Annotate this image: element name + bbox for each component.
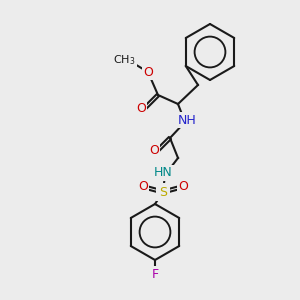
Text: CH$_3$: CH$_3$ xyxy=(113,53,135,67)
Text: F: F xyxy=(152,268,159,281)
Text: HN: HN xyxy=(154,167,172,179)
Text: O: O xyxy=(138,179,148,193)
Text: NH: NH xyxy=(178,113,196,127)
Text: O: O xyxy=(143,65,153,79)
Text: O: O xyxy=(178,179,188,193)
Text: O: O xyxy=(136,101,146,115)
Text: O: O xyxy=(149,143,159,157)
Text: S: S xyxy=(159,185,167,199)
